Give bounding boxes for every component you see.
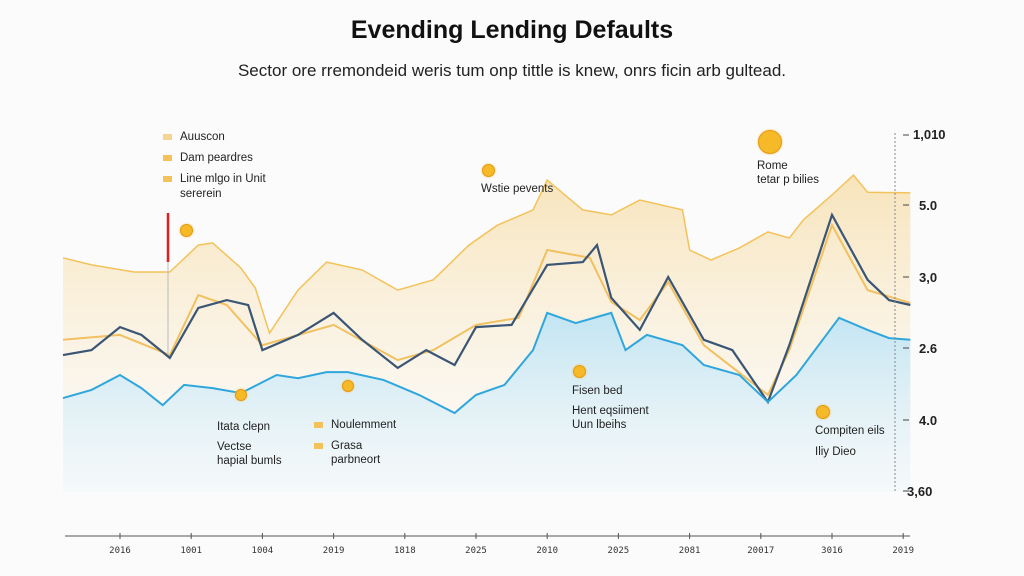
y-tick-label: 5.0 bbox=[919, 198, 938, 213]
annotation: Hent eqsiiment bbox=[572, 405, 649, 417]
x-tick-label: 1004 bbox=[251, 546, 274, 556]
blue-area-fill bbox=[63, 312, 911, 492]
y-tick-label: 3,0 bbox=[919, 270, 938, 285]
x-tick-label: 1001 bbox=[180, 546, 203, 556]
x-tick-label: 2025 bbox=[465, 546, 487, 556]
annotation-swatch bbox=[314, 421, 323, 428]
legend-swatch bbox=[163, 154, 172, 161]
annotation: Wstie pevents bbox=[481, 183, 554, 195]
annotation: tetar p bilies bbox=[757, 174, 820, 186]
coin-icon bbox=[573, 365, 586, 378]
annotation: Rome bbox=[757, 160, 788, 172]
legend-item: Auuscon bbox=[163, 130, 225, 145]
chart-subtitle: Sector ore rremondeid weris tum onp titt… bbox=[237, 61, 787, 80]
annotation: Fisen bed bbox=[572, 385, 623, 397]
y-tick-label: 2.6 bbox=[919, 341, 938, 356]
annotation: parbneort bbox=[331, 454, 381, 466]
legend-swatch bbox=[163, 133, 172, 140]
y-tick-label: 1,010 bbox=[913, 127, 946, 142]
legend-item: Line mlgo in Unit sererein bbox=[163, 172, 273, 202]
coin-icon bbox=[816, 405, 830, 419]
x-tick-label: 20017 bbox=[747, 546, 775, 556]
upper-area-line bbox=[62, 174, 911, 335]
coin-icon bbox=[482, 164, 495, 177]
legend-label: Dam peardres bbox=[180, 152, 253, 164]
coin-icon bbox=[235, 389, 247, 401]
x-tick-label: 3016 bbox=[821, 546, 843, 556]
x-tick-label: 2010 bbox=[536, 546, 559, 556]
chart-title: Evending Lending Defaults bbox=[350, 16, 674, 44]
annotation: hapial bumls bbox=[217, 455, 282, 467]
y-tick-label: 3,60 bbox=[907, 484, 933, 499]
annotation: Itata clepn bbox=[217, 421, 271, 433]
x-tick-label: 2019 bbox=[892, 546, 915, 556]
annotation: Noulemment bbox=[314, 418, 396, 433]
coin-icon bbox=[342, 380, 354, 392]
annotation-swatch bbox=[314, 442, 323, 449]
annotation: Uun lbeihs bbox=[572, 419, 627, 431]
x-tick-label: 2081 bbox=[678, 546, 701, 556]
coin-icon bbox=[758, 130, 782, 154]
x-tick-label: 2016 bbox=[109, 546, 131, 556]
legend-label: Auuscon bbox=[180, 131, 225, 143]
legend-swatch bbox=[163, 176, 172, 182]
x-tick-label: 2019 bbox=[322, 546, 345, 556]
legend-item: Dam peardres bbox=[163, 151, 253, 166]
annotation: Compiten eils bbox=[815, 425, 885, 437]
annotation: Iliy Dieo bbox=[815, 446, 856, 458]
x-tick-label: 1818 bbox=[393, 546, 416, 556]
annotation: Grasa bbox=[314, 439, 362, 454]
blue-series-line bbox=[62, 311, 911, 415]
coin-icon bbox=[180, 224, 193, 237]
annotation: Vectse bbox=[217, 441, 252, 453]
legend-label: Line mlgo in Unit sererein bbox=[180, 173, 266, 200]
x-tick-label: 2025 bbox=[607, 546, 630, 556]
y-tick-label: 4.0 bbox=[919, 413, 938, 428]
